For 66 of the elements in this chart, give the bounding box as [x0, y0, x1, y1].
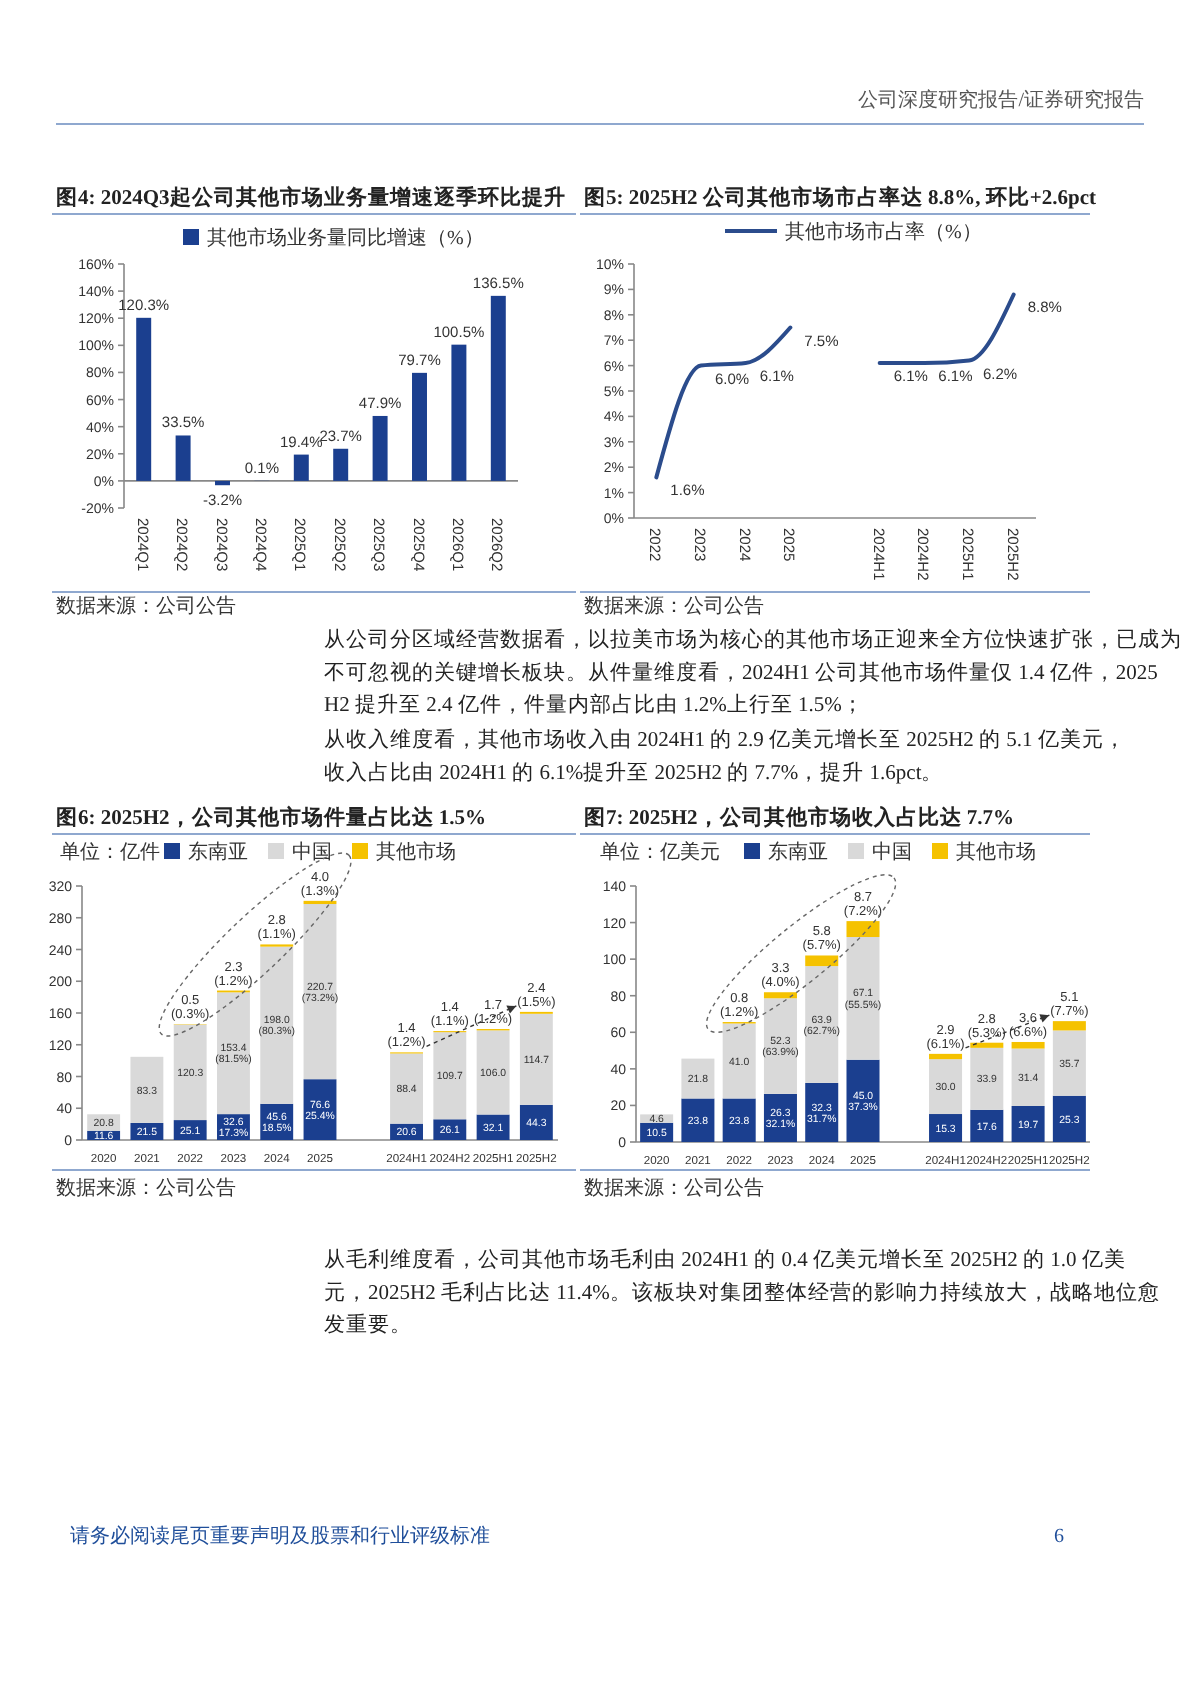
bar: [763, 992, 797, 999]
legend-label: 中国: [872, 840, 912, 864]
bar: [333, 448, 349, 481]
bar: [1011, 1105, 1045, 1142]
chart-title: 图6: 2025H2，公司其他市场件量占比达 1.5%: [56, 804, 487, 830]
bar: [293, 454, 309, 481]
y-axis-title: 单位：亿件: [60, 840, 160, 864]
legend-label: 其他市场: [956, 840, 1036, 864]
text: 从毛利维度看，公司其他市场毛利由 2024H1 的 0.4 亿美元增长至 2025H2 的 1.0 亿美元，2025H2 毛利占比达 11.4%。该板块对集团整体经营的影响力持续放大，战略地位愈发重要。: [324, 1246, 1160, 1338]
bar: [1011, 1048, 1045, 1106]
source-note: 数据来源：公司公告: [584, 594, 764, 618]
text: 从收入维度看，其他市场收入由 2024H1 的 2.9 亿美元增长至 2025H2 的 5.1 亿美元，收入占比由 2024H1 的 6.1%提升至 2025H2 的 7.7%，提升 1.6pct。: [324, 726, 1126, 785]
bar: [681, 1058, 715, 1099]
bar: [970, 1042, 1004, 1048]
bar: [433, 1032, 467, 1120]
source-note: 数据来源：公司公告: [56, 594, 236, 618]
bar: [372, 415, 388, 481]
text: 请务必阅读尾页重要声明及股票和行业评级标准: [70, 1524, 490, 1548]
chart-title: 图4: 2024Q3起公司其他市场业务量增速逐季环比提升: [56, 184, 566, 210]
bar: [519, 1013, 553, 1105]
bar: [303, 904, 337, 1080]
bar: [519, 1104, 553, 1140]
chart-title: 图5: 2025H2 公司其他市场市占率达 8.8%, 环比+2.6pct: [584, 184, 1098, 210]
legend-label: 其他市场市占率（%）: [785, 220, 982, 244]
bar: [805, 966, 839, 1083]
text: 公司深度研究报告/证券研究报告: [858, 88, 1144, 112]
bar: [763, 998, 797, 1094]
text: 6: [1054, 1526, 1064, 1548]
bar: [217, 992, 250, 1115]
bar: [1052, 1030, 1086, 1096]
bar: [846, 921, 880, 938]
bar: [722, 1098, 756, 1142]
legend-label: 其他市场业务量同比增速（%）: [207, 226, 484, 250]
source-note: 数据来源：公司公告: [584, 1176, 764, 1200]
bar: [451, 344, 467, 481]
bar: [390, 1053, 423, 1124]
bar: [1052, 1095, 1086, 1142]
bar: [722, 1023, 756, 1099]
bar: [136, 317, 152, 481]
legend-label: 东南亚: [768, 840, 828, 864]
bar: [260, 946, 294, 1104]
y-axis-title: 单位：亿美元: [600, 840, 720, 864]
legend-label: 其他市场: [376, 840, 456, 864]
bar: [1052, 1021, 1086, 1031]
bar: [846, 1059, 880, 1142]
text: 从公司分区域经营数据看，以拉美市场为核心的其他市场正迎来全方位快速扩张，已成为不可忽视的关键增长板块。从件量维度看，2024H1 公司其他市场件量仅 1.4 亿件，2025H2 提升至 2.4 亿件，件量内部占比由 1.2%上行至 1.5%；: [324, 626, 1182, 718]
legend-label: 东南亚: [188, 840, 248, 864]
bar: [681, 1098, 715, 1142]
legend-label: 中国: [292, 840, 332, 864]
bar: [412, 372, 427, 481]
chart-title: 图7: 2025H2，公司其他市场收入占比达 7.7%: [584, 804, 1015, 830]
bar: [215, 480, 230, 486]
bar: [805, 955, 839, 967]
bar: [929, 1114, 963, 1142]
bar: [929, 1053, 963, 1060]
bar: [130, 1056, 164, 1123]
bar: [173, 1024, 207, 1121]
source-note: 数据来源：公司公告: [56, 1176, 236, 1200]
bar: [929, 1059, 963, 1115]
bar: [490, 295, 506, 481]
bar: [175, 435, 191, 481]
bar: [846, 937, 880, 1060]
bar: [1011, 1041, 1045, 1049]
bar: [970, 1109, 1004, 1142]
bar: [476, 1030, 510, 1115]
bar: [970, 1047, 1004, 1110]
